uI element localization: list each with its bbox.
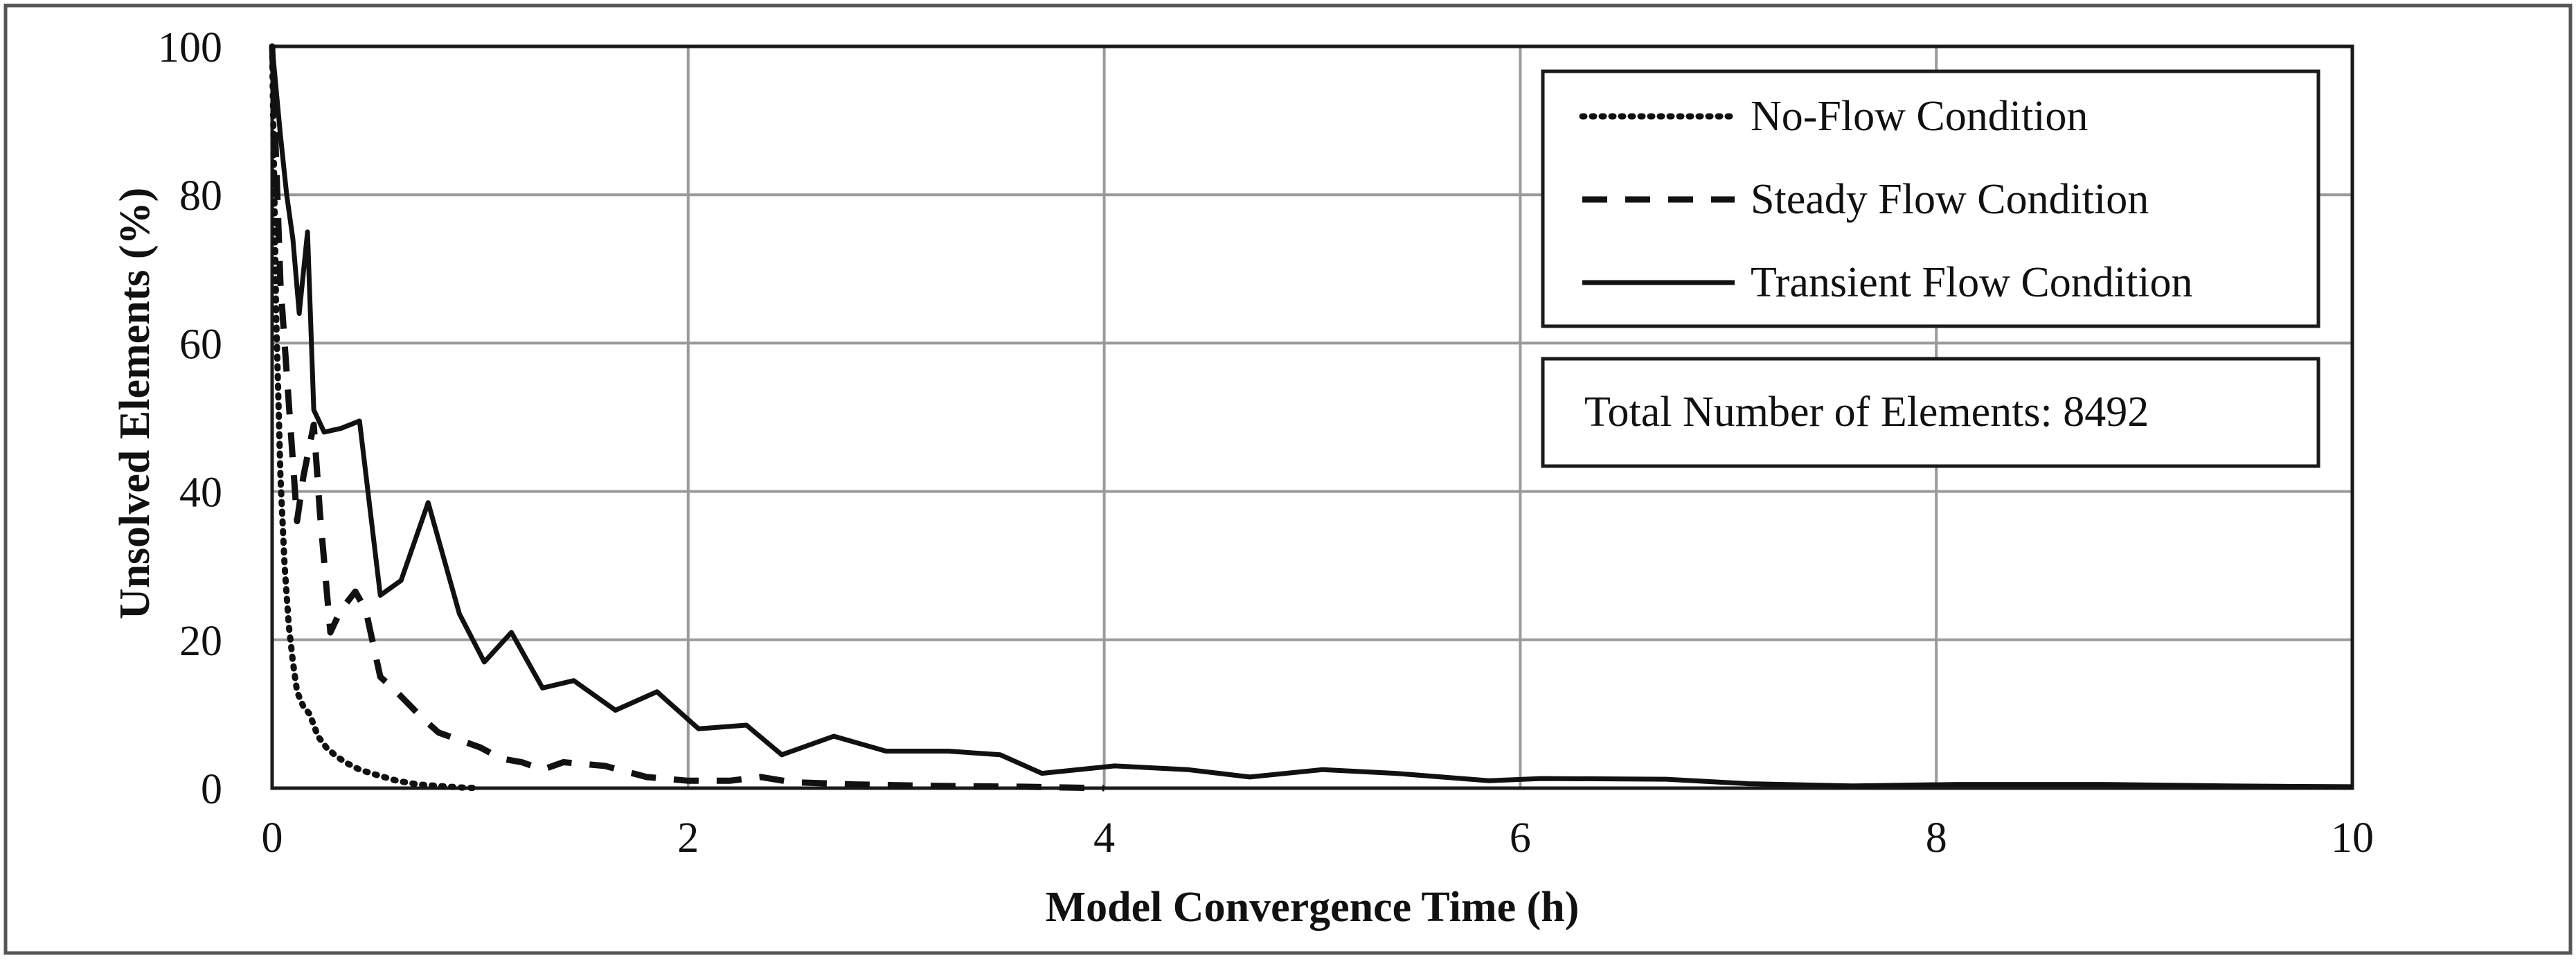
x-tick-label: 0: [262, 814, 283, 862]
plot-area-border: [270, 44, 2354, 790]
y-tick-label: 40: [179, 470, 222, 517]
legend: No-Flow Condition Steady Flow Condition …: [1541, 69, 2320, 328]
series-line-steady-flow-condition: [269, 46, 1104, 792]
y-tick-label: 80: [179, 172, 222, 220]
x-tick-label: 2: [677, 814, 699, 862]
element-count-annotation: Total Number of Elements: 8492: [1541, 357, 2320, 468]
y-axis-title: Unsolved Elements (%): [111, 188, 159, 619]
y-tick-label: 20: [179, 618, 222, 665]
x-tick-label: 6: [1510, 814, 1531, 862]
legend-label-transient-flow: Transient Flow Condition: [1751, 259, 2192, 306]
x-tick-label: 10: [2331, 814, 2374, 862]
x-tick-label: 8: [1926, 814, 1947, 862]
x-axis-title: Model Convergence Time (h): [1046, 884, 1580, 931]
annotation-text: Total Number of Elements: 8492: [1584, 389, 2149, 436]
y-tick-label: 60: [179, 321, 222, 368]
y-tick-label: 100: [158, 24, 222, 71]
x-tick-label: 4: [1093, 814, 1115, 862]
series-lines: [269, 43, 2353, 792]
y-tick-label: 0: [201, 766, 222, 813]
series-line-no-flow-condition: [269, 43, 483, 792]
annotation-box: [1541, 357, 2320, 468]
legend-label-steady-flow: Steady Flow Condition: [1751, 176, 2149, 223]
legend-label-no-flow: No-Flow Condition: [1751, 93, 2088, 140]
series-line-transient-flow-condition: [269, 46, 2353, 790]
